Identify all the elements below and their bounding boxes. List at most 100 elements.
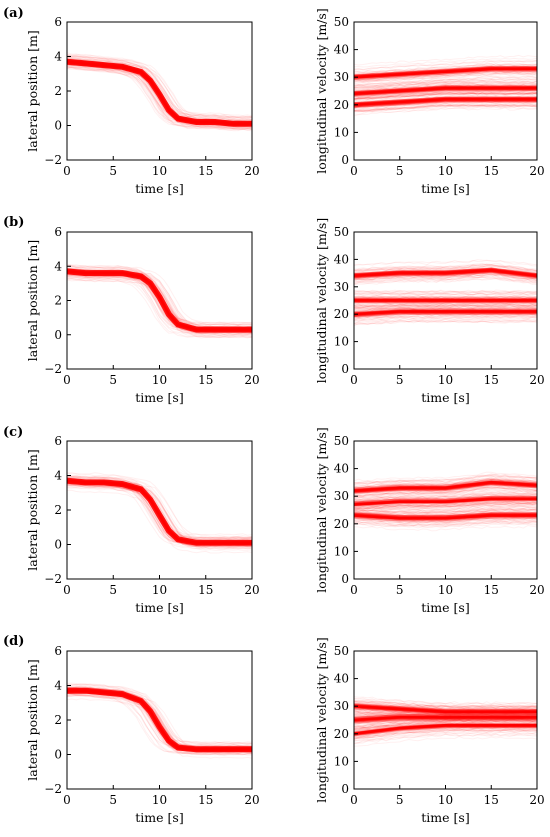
chart-0-trace [67, 66, 252, 130]
chart-1-trace [354, 102, 537, 112]
chart-7-ytick-label: 30 [334, 699, 349, 713]
chart-3-trace [354, 290, 537, 295]
chart-1-trace [354, 72, 537, 83]
chart-7-trace [354, 707, 537, 716]
chart-2-xtick-label: 15 [198, 373, 213, 387]
chart-4-series-0 [67, 477, 252, 546]
chart-5-trace [354, 500, 537, 509]
chart-5-band [354, 482, 537, 494]
chart-1-trace [354, 83, 537, 92]
chart-7-trace [354, 717, 537, 724]
chart-7-trace [354, 713, 537, 719]
chart-4-trace [67, 485, 252, 548]
chart-3-trace [354, 305, 537, 313]
chart-3-trace [354, 308, 537, 314]
chart-1-trace [354, 62, 537, 73]
chart-7-trace [354, 710, 537, 717]
chart-5-trace [354, 508, 537, 514]
chart-4-trace [67, 486, 252, 550]
chart-2-trace [67, 265, 252, 326]
chart-3-trace [354, 316, 537, 322]
chart-1-trace [354, 80, 537, 89]
chart-7-trace [354, 720, 537, 731]
chart-1-trace [354, 92, 537, 101]
chart-5-trace [354, 486, 537, 498]
chart-3-trace [354, 303, 537, 308]
chart-4-trace [67, 475, 252, 539]
chart-7-trace [354, 719, 537, 725]
chart-1-trace [354, 82, 537, 90]
chart-5-trace [354, 476, 537, 488]
chart-0-xtick-label: 20 [244, 164, 259, 178]
chart-1-trace [354, 99, 537, 108]
chart-3-trace [354, 259, 537, 267]
chart-1-trace [354, 69, 537, 80]
chart-3-trace [354, 277, 537, 286]
chart-3-trace [354, 265, 537, 273]
panel-label-d: (d) [3, 634, 24, 649]
chart-5-trace [354, 501, 537, 509]
chart-7-trace [354, 719, 537, 731]
chart-1-trace [354, 85, 537, 93]
chart-3-trace [354, 301, 537, 305]
chart-1-trace [354, 84, 537, 93]
chart-5-trace [354, 520, 537, 526]
chart-2-trace [67, 277, 252, 337]
chart-2-ylabel: lateral position [m] [25, 240, 40, 361]
chart-3-trace [354, 272, 537, 280]
chart-7-ytick-label: 10 [334, 754, 349, 768]
chart-7-band [354, 726, 537, 737]
chart-3-trace [354, 318, 537, 325]
chart-3-xlabel: time [s] [421, 390, 469, 405]
chart-5-xtick-label: 20 [529, 583, 544, 597]
chart-5-trace [354, 486, 537, 497]
chart-3-trace [354, 303, 537, 308]
chart-1-trace [354, 78, 537, 89]
chart-0-xlabel: time [s] [135, 181, 183, 196]
chart-7-trace [354, 719, 537, 730]
chart-5-trace [354, 478, 537, 489]
chart-0-trace [67, 52, 252, 117]
chart-1-trace [354, 71, 537, 82]
chart-1-trace [354, 69, 537, 80]
chart-7-trace [354, 705, 537, 711]
chart-2-xtick-label: 5 [109, 373, 117, 387]
chart-1-trace [354, 76, 537, 87]
chart-7-xtick-label: 20 [529, 793, 544, 807]
chart-7-band [354, 703, 537, 711]
chart-7-trace [354, 721, 537, 727]
chart-7-trace [354, 708, 537, 718]
chart-5-trace [354, 484, 537, 495]
chart-1-band [354, 96, 537, 105]
chart-1-ytick-label: 10 [334, 125, 349, 139]
chart-1-trace [354, 99, 537, 108]
chart-1-trace [354, 83, 537, 92]
chart-5-trace [354, 508, 537, 514]
chart-5-trace [354, 483, 537, 493]
chart-3-trace [354, 263, 537, 272]
chart-7-ytick-label: 20 [334, 727, 349, 741]
chart-5-trace [354, 502, 537, 510]
chart-7-trace [354, 718, 537, 724]
chart-5-series-2 [354, 481, 537, 492]
chart-3-trace [354, 306, 537, 312]
chart-1-band [354, 89, 537, 97]
chart-1-band [354, 66, 537, 77]
chart-3-trace [354, 267, 537, 275]
chart-0-ytick-label: 2 [54, 84, 62, 98]
chart-3-trace [354, 296, 537, 300]
chart-3-trace [354, 295, 537, 299]
chart-3-trace [354, 296, 537, 300]
chart-1-xtick-label: 20 [529, 164, 544, 178]
chart-5-trace [354, 477, 537, 488]
chart-5-ytick-label: 50 [334, 434, 349, 448]
chart-0-trace [67, 65, 252, 129]
chart-7-trace [354, 718, 537, 730]
chart-7-band [354, 703, 537, 712]
chart-7-trace [354, 722, 537, 734]
chart-5-trace [354, 477, 537, 488]
chart-7-trace [354, 712, 537, 721]
chart-5-trace [354, 511, 537, 517]
chart-1-trace [354, 91, 537, 100]
